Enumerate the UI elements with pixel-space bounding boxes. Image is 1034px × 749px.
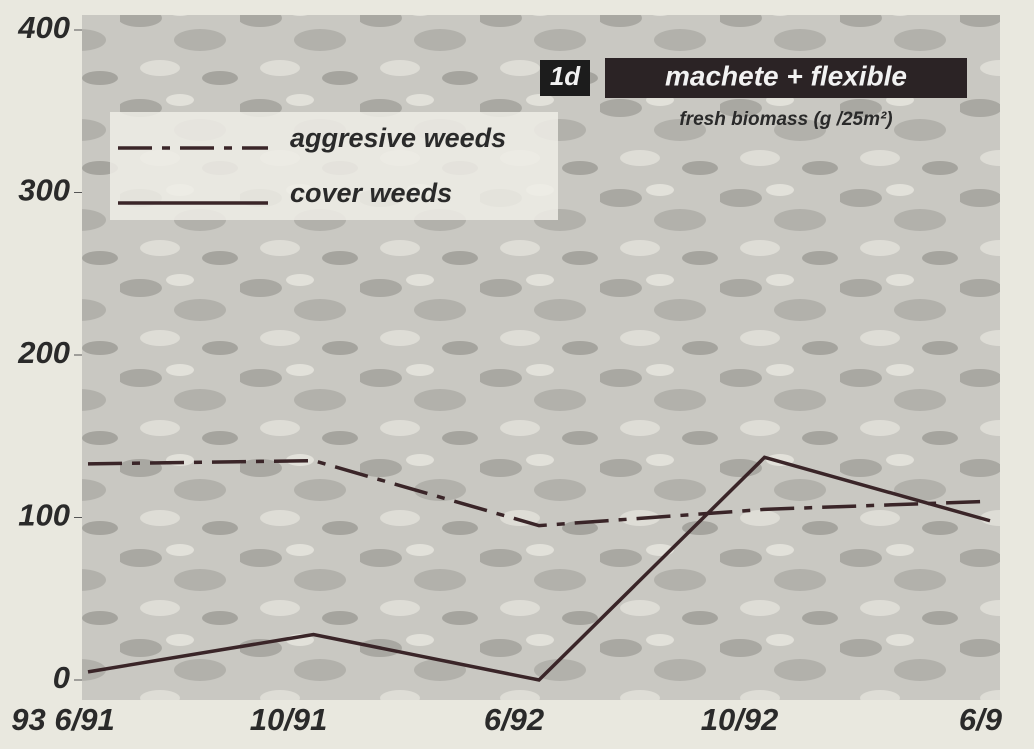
y-tick-label: 400: [17, 10, 70, 45]
series-line: [87, 458, 991, 528]
legend-label: cover weeds: [290, 178, 452, 208]
chart-subtitle: fresh biomass (g /25m²): [679, 109, 892, 130]
legend-label: aggresive weeds: [290, 123, 506, 153]
x-tick-label: 93 6/91: [11, 702, 114, 737]
y-tick-label: 200: [17, 335, 70, 370]
y-tick-label: 0: [53, 660, 70, 695]
x-tick-label: 6/92: [484, 702, 544, 737]
x-tick-label: 10/91: [250, 702, 328, 737]
y-tick-label: 100: [18, 498, 70, 533]
title-box: [605, 58, 967, 98]
panel-box: [540, 60, 590, 96]
panel-label: 1d: [550, 61, 581, 91]
chart-title: machete + flexible: [665, 60, 907, 91]
series-line: [87, 455, 991, 682]
x-tick-label: 6/9: [959, 702, 1003, 737]
y-tick-label: 300: [18, 173, 70, 208]
x-tick-label: 10/92: [701, 702, 779, 737]
